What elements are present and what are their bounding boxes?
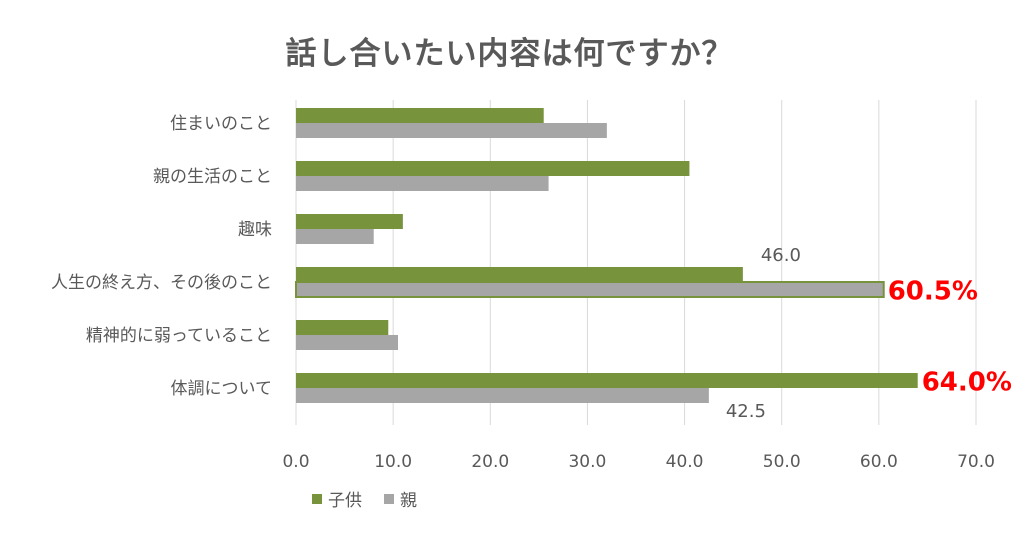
category-label-2: 趣味 [238, 220, 272, 240]
category-label-4: 精神的に弱っていること [86, 326, 272, 346]
data-label-3: 42.5 [726, 401, 766, 422]
x-tick-label-1: 10.0 [374, 452, 412, 472]
legend-item-child: 子供 [312, 486, 362, 511]
bar-s0-c4 [296, 320, 389, 335]
data-label-1: 60.5% [888, 277, 978, 307]
data-label-0: 46.0 [761, 245, 801, 266]
bar-s1-c2 [296, 229, 374, 244]
x-tick-label-0: 0.0 [282, 452, 309, 472]
category-label-3: 人生の終え方、その後のこと [51, 273, 272, 293]
x-tick-label-6: 60.0 [860, 452, 898, 472]
x-tick-label-4: 40.0 [666, 452, 704, 472]
legend-swatch-child [312, 493, 322, 504]
x-tick-label-7: 70.0 [957, 452, 995, 472]
bar-s0-c0 [296, 108, 544, 123]
bar-s1-c4 [296, 335, 398, 350]
bar-s0-c2 [296, 214, 403, 229]
legend-label-parent: 親 [400, 491, 417, 511]
bar-s1-c5 [296, 388, 709, 403]
x-tick-label-5: 50.0 [763, 452, 801, 472]
x-tick-label-2: 20.0 [471, 452, 509, 472]
legend-label-child: 子供 [328, 491, 362, 511]
category-label-5: 体調について [171, 379, 273, 399]
legend-swatch-parent [384, 493, 394, 504]
bar-s0-c5 [296, 373, 918, 388]
x-tick-label-3: 30.0 [568, 452, 606, 472]
chart-title: 話し合いたい内容は何ですか？ [285, 36, 734, 72]
legend: 子供 親 [312, 486, 439, 511]
bar-s0-c3 [296, 267, 743, 282]
bar-s0-c1 [296, 161, 690, 176]
data-label-2: 64.0% [922, 368, 1012, 398]
category-label-0: 住まいのこと [170, 114, 272, 134]
bar-s1-c0 [296, 123, 607, 138]
bar-s1-c1 [296, 176, 549, 191]
bar-s1-c3 [295, 281, 885, 298]
category-label-1: 親の生活のこと [153, 167, 272, 187]
legend-item-parent: 親 [384, 486, 417, 511]
